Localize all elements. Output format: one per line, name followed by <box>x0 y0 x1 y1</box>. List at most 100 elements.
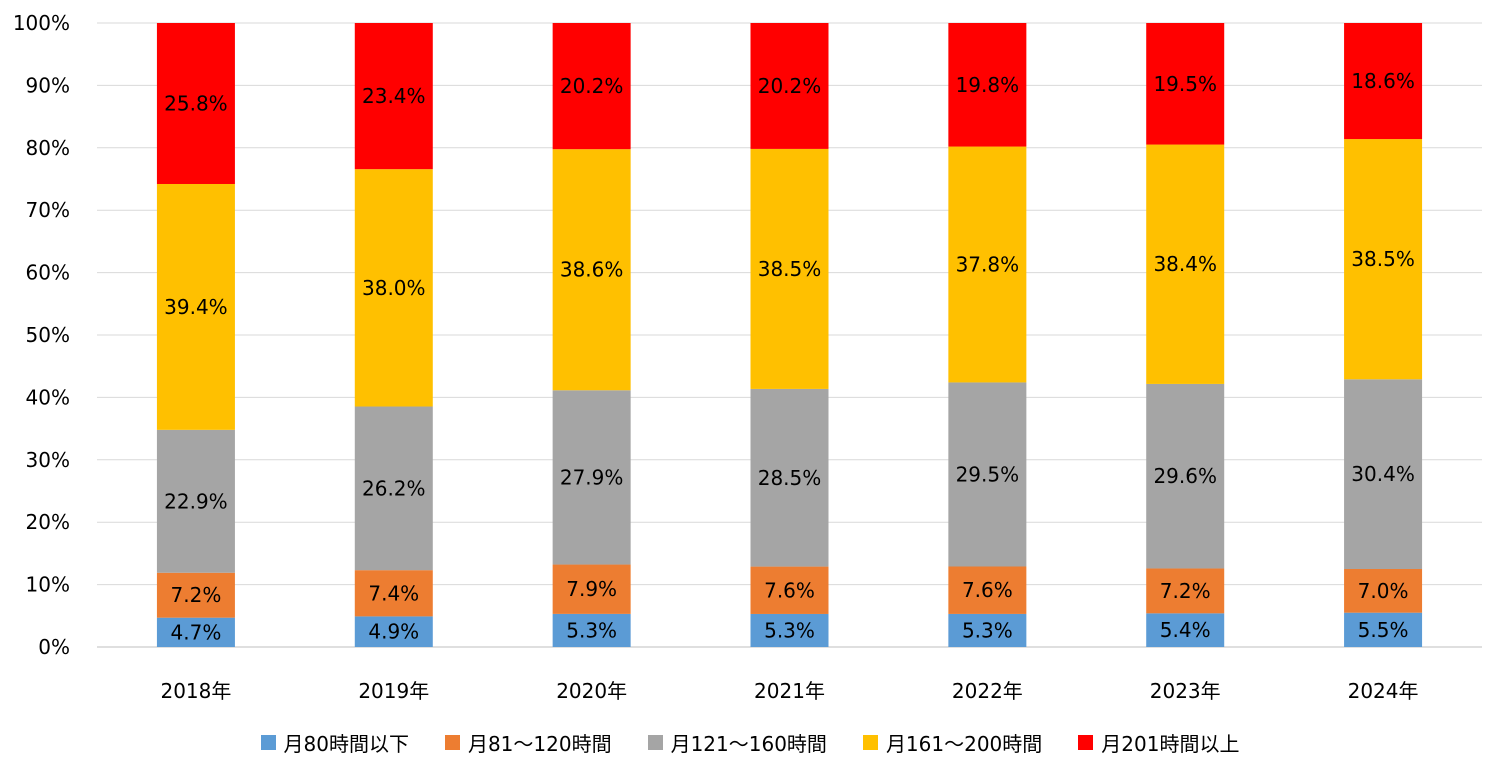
data-label: 30.4% <box>1351 462 1415 486</box>
legend-label: 月201時間以上 <box>1101 731 1240 756</box>
bar-segment <box>1146 613 1225 647</box>
data-label: 5.5% <box>1358 618 1409 642</box>
data-label: 38.0% <box>362 276 426 300</box>
bar-segment <box>354 23 433 170</box>
data-label: 37.8% <box>956 252 1020 276</box>
x-tick-label: 2018年 <box>160 679 231 703</box>
bar-segment <box>948 566 1027 614</box>
legend-label: 月121〜160時間 <box>670 731 827 756</box>
data-label: 4.7% <box>171 620 222 644</box>
legend-item: 月121〜160時間 <box>647 728 827 757</box>
bar-segment <box>1344 379 1423 569</box>
y-tick-label: 10% <box>26 573 70 597</box>
data-label: 5.3% <box>566 618 617 642</box>
data-label: 7.2% <box>171 583 222 607</box>
y-tick-label: 70% <box>26 198 70 222</box>
bar-segment <box>552 564 631 614</box>
bar-segment <box>354 616 433 647</box>
data-label: 20.2% <box>758 74 822 98</box>
legend-swatch <box>1078 734 1094 750</box>
data-label: 18.6% <box>1351 69 1415 93</box>
data-label: 7.0% <box>1358 579 1409 603</box>
bar-segment <box>354 570 433 617</box>
bar-segment <box>1146 23 1225 145</box>
bar-segment <box>1344 23 1423 140</box>
bar-segment <box>156 183 235 430</box>
bar-segment <box>552 613 631 647</box>
y-tick-label: 60% <box>26 261 70 285</box>
bar-segment <box>156 23 235 184</box>
bar-segment <box>1146 144 1225 384</box>
y-tick-label: 30% <box>26 448 70 472</box>
bar-segment <box>948 382 1027 567</box>
data-label: 38.4% <box>1153 252 1217 276</box>
bar-segment <box>552 149 631 391</box>
data-label: 26.2% <box>362 476 426 500</box>
bar-segment <box>1344 569 1423 613</box>
bar-segment <box>156 572 235 618</box>
data-label: 19.5% <box>1153 72 1217 96</box>
legend-swatch <box>862 734 878 750</box>
data-label: 5.3% <box>764 618 815 642</box>
data-label: 7.9% <box>566 577 617 601</box>
bar-segment <box>948 613 1027 647</box>
data-label: 19.8% <box>956 73 1020 97</box>
bar-segment <box>552 23 631 150</box>
data-label: 39.4% <box>164 295 228 319</box>
data-label: 23.4% <box>362 84 426 108</box>
y-tick-label: 50% <box>26 323 70 347</box>
data-label: 7.2% <box>1160 579 1211 603</box>
bar-segment <box>750 613 829 647</box>
bar-segment <box>948 146 1027 383</box>
legend: 月80時間以下 月81〜120時間 月121〜160時間 月161〜200時間 月201… <box>0 724 1500 760</box>
data-label: 27.9% <box>560 465 624 489</box>
bar-segment <box>1344 612 1423 647</box>
data-label: 7.6% <box>962 578 1013 602</box>
legend-item: 月81〜120時間 <box>444 728 612 757</box>
legend-label: 月161〜200時間 <box>885 731 1043 756</box>
legend-item: 月201時間以上 <box>1078 728 1239 757</box>
bar-segment <box>948 23 1027 147</box>
data-label: 5.3% <box>962 618 1013 642</box>
legend-label: 月80時間以下 <box>283 731 409 756</box>
bar-segment <box>354 406 433 571</box>
bar-segment <box>750 566 829 614</box>
data-label: 7.4% <box>368 581 419 605</box>
bar-segment <box>156 429 235 573</box>
data-label: 29.5% <box>956 462 1020 486</box>
legend-swatch <box>260 734 276 750</box>
y-tick-label: 20% <box>26 510 70 534</box>
x-tick-label: 2019年 <box>358 679 429 703</box>
y-tick-label: 40% <box>26 385 70 409</box>
data-label: 25.8% <box>164 91 228 115</box>
bar-segment <box>1146 568 1225 614</box>
legend-item: 月80時間以下 <box>260 728 409 757</box>
data-label: 38.6% <box>560 258 624 282</box>
legend-swatch <box>444 734 460 750</box>
data-label: 29.6% <box>1153 464 1217 488</box>
legend-item: 月161〜200時間 <box>862 728 1043 757</box>
data-label: 38.5% <box>758 257 822 281</box>
data-label: 22.9% <box>164 489 228 513</box>
bar-segment <box>750 23 829 149</box>
data-label: 4.9% <box>368 620 419 644</box>
bar-segment <box>1146 383 1225 569</box>
bar-segment <box>750 148 829 389</box>
y-tick-label: 0% <box>38 635 70 659</box>
data-label: 5.4% <box>1160 618 1211 642</box>
x-tick-label: 2024年 <box>1348 679 1419 703</box>
x-tick-label: 2021年 <box>754 679 825 703</box>
data-label: 38.5% <box>1351 247 1415 271</box>
data-label: 20.2% <box>560 74 624 98</box>
bar-segment <box>552 390 631 565</box>
bar-segment <box>1344 139 1423 380</box>
y-tick-label: 100% <box>13 11 70 35</box>
legend-swatch <box>647 734 663 750</box>
x-tick-label: 2023年 <box>1150 679 1221 703</box>
legend-label: 月81〜120時間 <box>467 731 612 756</box>
x-tick-label: 2022年 <box>952 679 1023 703</box>
data-label: 28.5% <box>758 466 822 490</box>
bar-segment <box>750 388 829 567</box>
y-tick-label: 90% <box>26 73 70 97</box>
